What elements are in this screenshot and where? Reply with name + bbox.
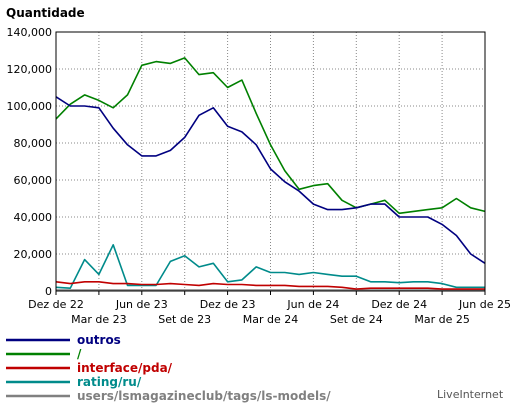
x-tick-label: Mar de 25: [414, 313, 470, 326]
y-tick-label: 40,000: [14, 211, 53, 224]
x-tick-label: Dez de 24: [371, 298, 427, 311]
series-line-1: [55, 57, 486, 215]
y-tick-label: 100,000: [7, 100, 53, 113]
x-tick-label: Jun de 23: [115, 298, 168, 311]
chart-title: Quantidade: [6, 6, 85, 20]
y-tick-label: 80,000: [14, 137, 53, 150]
y-tick-label: 120,000: [7, 63, 53, 76]
y-axis: 0 20,000 40,000 60,000 80,000 100,000 120,000 1…: [7, 26, 53, 298]
series-line-3: [55, 244, 485, 290]
y-tick-label: 0: [45, 285, 52, 298]
x-tick-label: Set de 24: [330, 313, 383, 326]
legend-label: /: [77, 347, 82, 361]
x-tick-label: Mar de 23: [71, 313, 127, 326]
y-tick-label: 20,000: [14, 248, 53, 261]
plot-frame: [55, 31, 486, 292]
series-line-0: [55, 96, 486, 264]
grid: [56, 32, 485, 291]
legend-label: rating/ru/: [77, 375, 142, 389]
series-line-2: [55, 280, 485, 290]
x-axis: Dez de 22 Mar de 23 Jun de 23 Set de 23 Dez …: [28, 291, 511, 326]
x-tick-label: Jun de 24: [286, 298, 339, 311]
legend: outros/interface/pda/rating/ru/users/lsm…: [6, 333, 331, 403]
y-tick-label: 140,000: [7, 26, 53, 39]
x-tick-label: Set de 23: [158, 313, 211, 326]
x-tick-label: Dez de 23: [200, 298, 256, 311]
y-tick-label: 60,000: [14, 174, 53, 187]
brand-label: LiveInternet: [437, 388, 504, 401]
legend-label: users/lsmagazineclub/tags/ls-models/: [77, 389, 331, 403]
legend-label: interface/pda/: [77, 361, 173, 375]
series-group: [55, 57, 486, 291]
legend-label: outros: [77, 333, 121, 347]
x-tick-label: Dez de 22: [28, 298, 84, 311]
x-tick-label: Mar de 24: [243, 313, 299, 326]
x-tick-label: Jun de 25: [458, 298, 511, 311]
